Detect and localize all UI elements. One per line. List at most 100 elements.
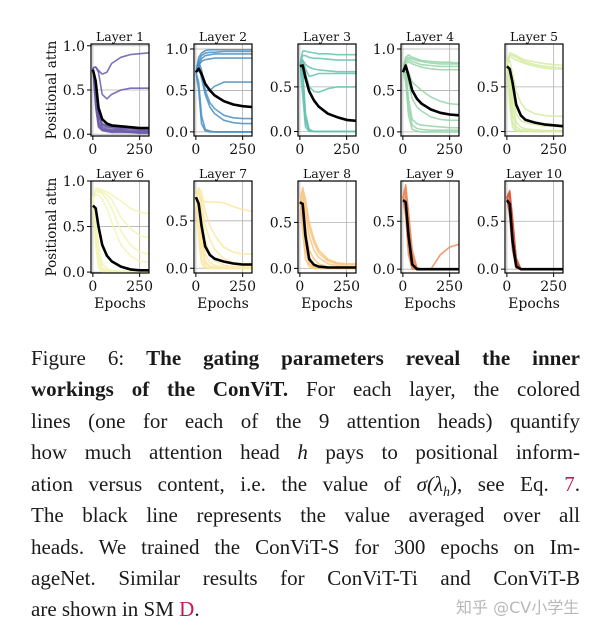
x-axis-label: Epochs xyxy=(94,296,146,312)
caption-text: . xyxy=(574,472,580,496)
x-tick-label: 0 xyxy=(398,279,407,295)
y-tick-label: 0.5 xyxy=(373,83,395,99)
panel-title: Layer 4 xyxy=(406,29,454,44)
y-tick-label: 0.5 xyxy=(63,220,85,236)
watermark: 知乎 @CV小学生 xyxy=(456,598,580,617)
x-tick-label: 250 xyxy=(540,279,567,295)
lines xyxy=(91,187,149,273)
panel-title: Layer 7 xyxy=(199,166,247,181)
x-axis-label: Epochs xyxy=(301,296,353,312)
math-h: h xyxy=(297,440,308,464)
x-tick-label: 0 xyxy=(502,142,511,158)
head-line-8 xyxy=(92,67,149,135)
appendix-link[interactable]: D xyxy=(179,597,195,621)
head-line-3 xyxy=(195,53,252,73)
x-axis-label: Epochs xyxy=(508,296,560,312)
head-line-5 xyxy=(195,60,252,92)
lines xyxy=(194,186,252,270)
y-tick-label: 0.5 xyxy=(270,80,292,96)
head-line-1 xyxy=(299,50,356,65)
y-tick-label: 0.0 xyxy=(166,125,188,141)
head-line-5 xyxy=(92,199,149,273)
x-axis-label: Epochs xyxy=(197,296,249,312)
mean-line xyxy=(505,65,563,128)
panel-2: 0 250 0.0 0.5 1.0 Layer 2 xyxy=(166,29,256,158)
head-line-9 xyxy=(402,69,459,133)
y-tick-label: 0.0 xyxy=(63,265,85,281)
panel-10: 0 250 0.0 0.5 Layer 10 Epochs xyxy=(477,166,567,312)
x-tick-label: 250 xyxy=(126,142,153,158)
head-line-3 xyxy=(506,55,563,70)
math-sigma: σ(λ xyxy=(416,472,444,496)
panel-title: Layer 6 xyxy=(96,166,144,181)
head-line-3 xyxy=(402,58,459,70)
x-tick-label: 250 xyxy=(540,142,567,158)
y-tick-label: 1.0 xyxy=(63,174,85,190)
panel-5: 0 250 0.0 0.5 Layer 5 xyxy=(477,29,567,158)
x-tick-label: 0 xyxy=(295,279,304,295)
equation-link[interactable]: 7 xyxy=(564,472,575,496)
head-line-9 xyxy=(506,64,563,133)
mean-line xyxy=(505,199,563,271)
x-tick-label: 250 xyxy=(229,142,256,158)
head-line-9 xyxy=(195,196,252,270)
x-tick-label: 250 xyxy=(229,279,256,295)
x-tick-label: 250 xyxy=(126,279,153,295)
mean-line xyxy=(194,196,252,266)
y-tick-label: 0.0 xyxy=(477,262,499,278)
caption-line-9: are shown in SM D. xyxy=(31,597,200,621)
caption-line-4: how much attention head h pays to positi… xyxy=(31,440,580,464)
mean-line xyxy=(91,69,149,130)
x-tick-label: 250 xyxy=(333,142,360,158)
caption-line-2: workings of the ConViT. For each layer, … xyxy=(31,377,580,401)
head-line-3 xyxy=(299,59,356,73)
y-tick-label: 1.0 xyxy=(166,42,188,58)
mean-line xyxy=(299,201,356,269)
x-tick-label: 0 xyxy=(88,142,97,158)
panel-title: Layer 10 xyxy=(506,166,562,181)
figure-label: Figure 6: xyxy=(31,346,147,370)
axes-frame xyxy=(504,43,564,137)
head-line-1 xyxy=(92,52,149,75)
x-tick-label: 0 xyxy=(191,279,200,295)
caption-text: For each layer, the colored xyxy=(288,377,580,401)
head-line-1 xyxy=(506,52,563,67)
y-tick-label: 0.0 xyxy=(477,125,499,141)
y-tick-label: 0.5 xyxy=(63,83,85,99)
lines xyxy=(194,48,252,133)
caption-bold-title-end: workings of the ConViT. xyxy=(31,377,289,401)
caption-text: pays to positional inform- xyxy=(307,440,580,464)
head-line-2 xyxy=(92,66,149,100)
lines xyxy=(505,189,563,271)
y-tick-label: 0.5 xyxy=(477,80,499,96)
y-tick-label: 0.0 xyxy=(63,127,85,143)
lines xyxy=(91,52,149,135)
axes-frame xyxy=(297,180,357,274)
x-tick-label: 0 xyxy=(502,279,511,295)
head-line-2 xyxy=(402,56,459,70)
head-line-5 xyxy=(506,64,563,128)
axes-frame xyxy=(193,180,253,274)
mean-line xyxy=(402,199,459,271)
x-tick-label: 0 xyxy=(398,142,407,158)
x-axis-label: Epochs xyxy=(404,296,456,312)
caption-line-3: lines (one for each of the 9 attention h… xyxy=(31,409,580,433)
panel-title: Layer 1 xyxy=(96,29,144,44)
caption-text: are shown in SM xyxy=(31,597,180,621)
y-tick-label: 1.0 xyxy=(373,42,395,58)
panel-3: 0 250 0.0 0.5 Layer 3 xyxy=(270,29,360,158)
head-line-1 xyxy=(402,53,459,70)
mean-line xyxy=(91,204,149,272)
math-close: ) xyxy=(450,472,458,496)
caption-bold-title: The gating parameters reveal the inner xyxy=(146,346,580,370)
lines xyxy=(299,186,356,270)
head-line-2 xyxy=(506,53,563,69)
axes-frame xyxy=(504,180,564,274)
panel-4: 0 250 0.0 0.5 1.0 Layer 4 xyxy=(373,29,463,158)
panel-title: Layer 5 xyxy=(510,29,558,44)
head-line-4 xyxy=(506,59,563,118)
panel-title: Layer 3 xyxy=(303,29,351,44)
head-line-9 xyxy=(92,199,149,273)
caption-line-5: ation versus content, i.e. the value of … xyxy=(31,472,580,505)
